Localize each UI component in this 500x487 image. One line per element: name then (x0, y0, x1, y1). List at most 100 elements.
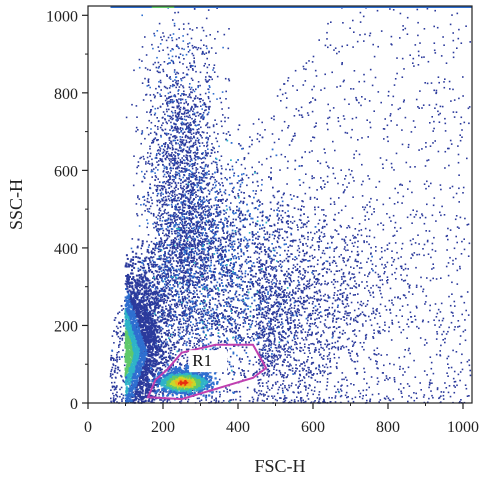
event-point (203, 259, 205, 261)
event-point (297, 226, 299, 228)
event-point (166, 101, 168, 104)
event-point (176, 107, 179, 109)
event-point (192, 152, 195, 154)
event-point (437, 76, 440, 78)
event-point (399, 227, 402, 229)
event-point (221, 236, 223, 239)
event-point (211, 307, 214, 310)
event-point (445, 62, 448, 64)
event-point (150, 212, 152, 215)
event-point (164, 268, 167, 271)
event-point (110, 400, 112, 403)
event-point (171, 55, 174, 58)
event-point (253, 389, 256, 391)
event-point (272, 326, 275, 328)
event-point (181, 118, 183, 120)
event-point (192, 89, 194, 91)
event-point (200, 255, 202, 258)
event-point (193, 310, 196, 313)
event-point (196, 271, 198, 274)
event-point (350, 277, 352, 279)
event-point (188, 274, 191, 277)
event-point (187, 307, 190, 309)
event-point (220, 340, 223, 342)
event-point (372, 284, 374, 287)
event-point (162, 362, 165, 364)
event-point (186, 304, 188, 307)
event-point (191, 212, 194, 215)
event-point (251, 322, 253, 325)
event-point (225, 205, 228, 207)
event-point (241, 289, 244, 292)
event-point (276, 356, 278, 358)
event-point (398, 356, 400, 359)
event-point (292, 85, 294, 87)
event-point (185, 101, 188, 103)
event-point (326, 260, 329, 263)
event-point (444, 150, 447, 153)
event-point (182, 139, 185, 141)
event-point (166, 105, 169, 107)
event-point (169, 214, 172, 216)
event-point (443, 44, 445, 46)
event-point (431, 116, 433, 118)
event-point (154, 243, 156, 245)
event-point (283, 376, 285, 379)
event-point (187, 181, 190, 183)
event-point (165, 132, 168, 135)
event-point (176, 131, 178, 133)
event-point (214, 247, 217, 249)
event-point (186, 187, 188, 189)
event-point (222, 209, 225, 212)
event-point (208, 200, 210, 202)
event-point (192, 332, 194, 335)
event-point (192, 182, 195, 184)
event-point (156, 186, 159, 189)
event-point (241, 181, 244, 184)
event-point (148, 163, 151, 165)
event-point (166, 98, 168, 100)
event-point (210, 205, 213, 207)
event-point (167, 352, 170, 354)
event-point (171, 219, 173, 221)
event-point (174, 241, 176, 244)
event-point (341, 63, 343, 66)
event-point (382, 128, 385, 130)
event-point (196, 225, 199, 227)
event-point (181, 302, 184, 305)
event-point (186, 360, 188, 363)
event-point (181, 205, 184, 207)
event-point (218, 272, 220, 275)
event-point (165, 39, 168, 42)
event-point (369, 291, 371, 294)
event-point (237, 216, 240, 218)
event-point (212, 125, 215, 128)
event-point (212, 146, 214, 149)
event-point (182, 355, 184, 357)
event-point (125, 116, 128, 119)
event-point (248, 319, 250, 321)
event-point (187, 247, 190, 249)
event-point (149, 94, 152, 96)
event-point (401, 76, 404, 78)
event-point (168, 174, 170, 177)
event-point (176, 126, 179, 128)
event-point (193, 60, 195, 62)
event-point (339, 85, 342, 87)
event-point (160, 36, 162, 39)
event-point (318, 282, 320, 285)
event-point (336, 294, 339, 296)
event-point (468, 106, 471, 108)
event-point (167, 398, 169, 401)
event-point (431, 268, 433, 270)
event-point (209, 86, 211, 88)
event-point (462, 192, 464, 194)
event-point (174, 197, 176, 199)
event-point (363, 341, 365, 344)
event-point (200, 98, 202, 100)
event-point (350, 301, 353, 304)
event-point (384, 379, 386, 381)
event-point (393, 203, 396, 205)
event-point (361, 397, 364, 400)
event-point (171, 155, 173, 158)
